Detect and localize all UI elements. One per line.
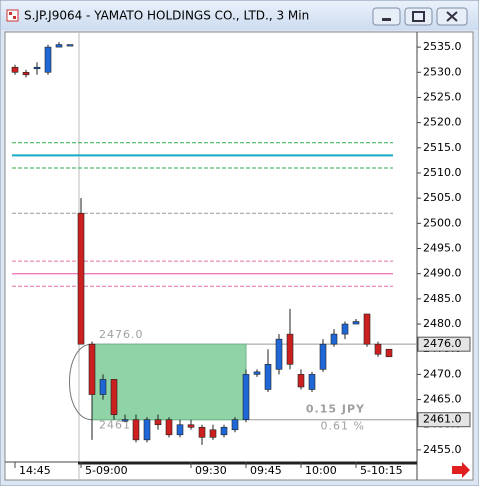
y-tick-label: 2505.0 (423, 191, 462, 204)
y-tick-label: 2520.0 (423, 116, 462, 129)
candle-body (77, 212, 85, 345)
y-tick-label: 2455.0 (423, 443, 462, 456)
candle-body (154, 419, 162, 426)
minimize-button[interactable] (372, 7, 401, 26)
candle-body (44, 46, 52, 73)
candle-body (253, 371, 261, 375)
candle-body (374, 343, 382, 355)
candle-body (308, 374, 316, 390)
measure-low-label: 2461 (99, 419, 131, 432)
y-tick-label: 2470.0 (423, 367, 462, 380)
measure-box (91, 343, 247, 421)
candle-body (176, 424, 184, 436)
x-tick-label: 14:45 (19, 464, 51, 477)
candle-body (187, 424, 195, 428)
candle-body (165, 419, 173, 436)
candle-body (209, 429, 217, 438)
maximize-button[interactable] (404, 7, 433, 26)
candle-body (143, 419, 151, 441)
candle-body (264, 364, 272, 390)
candle-body (352, 321, 360, 325)
y-tick-label: 2500.0 (423, 216, 462, 229)
x-tick-label: 09:45 (250, 464, 282, 477)
measure-arc (69, 343, 93, 421)
price-marker-box (417, 336, 471, 352)
candle-body (22, 71, 30, 76)
candle-body (132, 419, 140, 441)
candle-body (319, 343, 327, 370)
candle-body (99, 379, 107, 395)
candle-body (33, 66, 41, 70)
y-tick-label: 2465.0 (423, 393, 462, 406)
y-tick-label: 2480.0 (423, 317, 462, 330)
candle-body (275, 338, 283, 370)
candle-body (363, 313, 371, 345)
app-icon (6, 9, 19, 22)
candle-body (110, 379, 118, 415)
candle-body (66, 44, 74, 47)
y-tick-label: 2525.0 (423, 90, 462, 103)
candle-body (121, 419, 129, 422)
candle-body (55, 44, 63, 48)
measure-change: 0.15 JPY (306, 403, 365, 416)
candle-body (330, 333, 338, 345)
close-button[interactable] (436, 7, 468, 26)
x-tick-label: 5-10:15 (360, 464, 403, 477)
candle-body (220, 426, 228, 436)
scroll-arrow[interactable] (452, 462, 470, 478)
y-tick-label: 2530.0 (423, 65, 462, 78)
y-tick-label: 2510.0 (423, 166, 462, 179)
price-marker-label: 2461.0 (423, 413, 462, 426)
x-tick-label: 10:00 (305, 464, 337, 477)
candle-body (88, 343, 96, 395)
candle-body (11, 66, 19, 73)
y-tick-label: 2485.0 (423, 292, 462, 305)
price-marker-label: 2476.0 (423, 337, 462, 350)
candle-body (286, 333, 294, 365)
y-tick-label: 2495.0 (423, 242, 462, 255)
y-tick-label: 2490.0 (423, 267, 462, 280)
measure-high-label: 2476.0 (99, 328, 144, 341)
candle-body (297, 374, 305, 388)
x-tick-label: 5-09:00 (85, 464, 128, 477)
measure-percent: 0.61 % (321, 420, 365, 433)
candle-body (231, 419, 239, 431)
candle-body (341, 323, 349, 335)
candle-body (198, 426, 206, 438)
x-tick-label: 09:30 (195, 464, 227, 477)
y-tick-label: 2535.0 (423, 40, 462, 53)
candle-body (385, 348, 393, 358)
window-title: S.JP.J9064 - YAMATO HOLDINGS CO., LTD., … (24, 9, 309, 23)
candle-body (242, 374, 250, 421)
price-marker-box (417, 412, 471, 428)
y-tick-label: 2515.0 (423, 141, 462, 154)
